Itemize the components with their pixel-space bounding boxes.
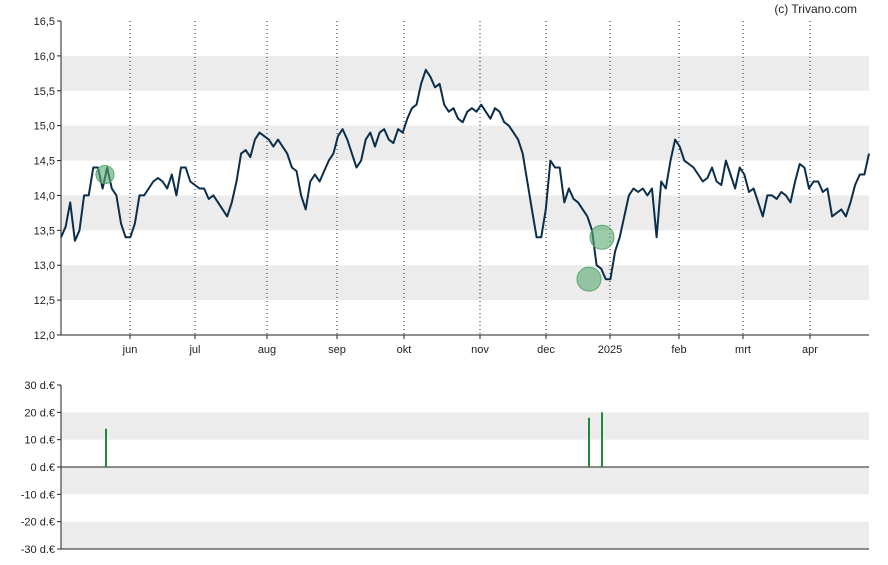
volume-chart: 30 d.€ 20 d.€ 10 d.€ 0 d.€ -10 d.€ -20 d.€ -30… — [21, 380, 869, 556]
price-y-tick-label: 15,0 — [34, 121, 55, 133]
price-x-tick-label: okt — [397, 344, 412, 356]
volume-y-tick-label: -10 d.€ — [21, 489, 55, 501]
price-vgrid — [129, 21, 811, 335]
price-band — [61, 195, 869, 231]
price-band — [61, 125, 869, 161]
price-y-tick-label: 13,0 — [34, 260, 55, 272]
volume-y-tick-label: 10 d.€ — [24, 435, 55, 447]
price-y-tick-label: 13,5 — [34, 225, 55, 237]
price-y-tick-label: 12,5 — [34, 295, 55, 307]
price-line — [60, 68, 870, 281]
price-band — [61, 265, 869, 301]
volume-band — [61, 467, 869, 495]
price-markers — [95, 165, 615, 292]
price-x-tick-label: dec — [537, 344, 555, 356]
price-bands — [61, 55, 869, 301]
credit-label: (c) Trivano.com — [774, 2, 857, 16]
price-y-tick-label: 14,5 — [34, 156, 55, 168]
volume-bars — [105, 412, 603, 467]
volume-band — [61, 412, 869, 440]
volume-y-tick-label: -20 d.€ — [21, 517, 55, 529]
volume-y-tick-label: 20 d.€ — [24, 407, 55, 419]
price-x-tick-label: aug — [258, 344, 276, 356]
volume-y-tick-label: 0 d.€ — [31, 462, 55, 474]
price-band — [61, 55, 869, 91]
price-marker — [95, 165, 115, 185]
volume-band — [61, 521, 869, 549]
volume-y-ticks: 30 d.€ 20 d.€ 10 d.€ 0 d.€ -10 d.€ -20 d.€ -30… — [21, 380, 61, 556]
price-x-tick-label: jun — [122, 344, 138, 356]
price-y-tick-label: 12,0 — [34, 330, 55, 342]
price-x-tick-label: 2025 — [598, 344, 622, 356]
price-x-tick-label: apr — [802, 344, 818, 356]
price-x-tick-label: feb — [671, 344, 686, 356]
price-x-tick-label: sep — [328, 344, 346, 356]
price-axes — [60, 21, 869, 336]
volume-y-tick-label: 30 d.€ — [24, 380, 55, 392]
price-marker — [589, 224, 615, 250]
price-chart: 12,0 12,5 13,0 13,5 14,0 14,5 15,0 15,5 16,0 16,5… — [34, 16, 870, 356]
price-x-ticks: jun jul aug sep okt nov dec 2025 feb mrt apr — [122, 335, 818, 356]
price-x-tick-label: nov — [471, 344, 489, 356]
price-y-tick-label: 15,5 — [34, 86, 55, 98]
price-y-ticks: 12,0 12,5 13,0 13,5 14,0 14,5 15,0 15,5 16,0 16,5 — [34, 16, 61, 342]
volume-y-tick-label: -30 d.€ — [21, 544, 55, 556]
price-y-tick-label: 16,5 — [34, 16, 55, 28]
volume-bands — [61, 412, 869, 549]
price-marker — [576, 266, 602, 292]
price-x-tick-label: mrt — [735, 344, 751, 356]
price-y-tick-label: 14,0 — [34, 190, 55, 202]
price-y-tick-label: 16,0 — [34, 51, 55, 63]
price-x-tick-label: jul — [188, 344, 200, 356]
